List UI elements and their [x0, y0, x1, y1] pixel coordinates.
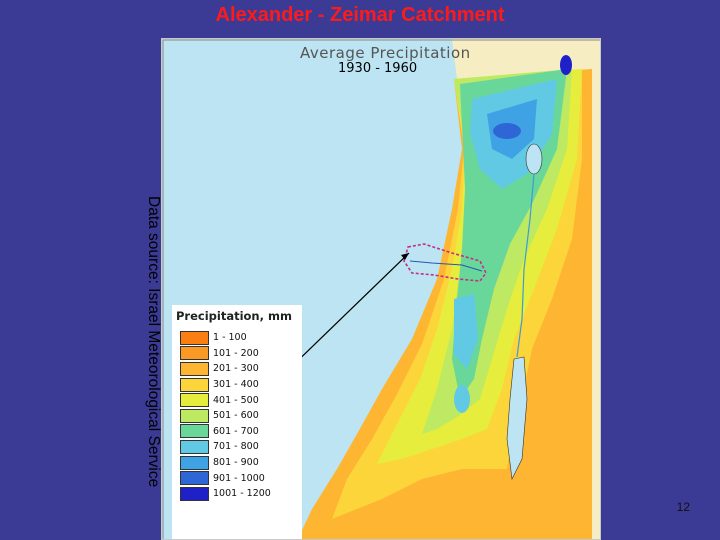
legend-swatch: [180, 408, 209, 423]
map-graphic: [162, 39, 600, 539]
legend-item: 401 - 500: [180, 392, 302, 408]
legend-swatch: [180, 377, 209, 392]
legend-item: 1 - 100: [180, 330, 302, 346]
legend-label: 1001 - 1200: [213, 488, 271, 500]
legend-item: 201 - 300: [180, 361, 302, 377]
legend-item: 601 - 700: [180, 424, 302, 440]
zone-701-800-central: [454, 294, 478, 369]
legend-label: 1 - 100: [213, 332, 247, 344]
legend-items: 1 - 100 101 - 200 201 - 300 301 - 400 40…: [180, 330, 302, 502]
legend-item: 901 - 1000: [180, 470, 302, 486]
catchment-stream: [409, 260, 483, 272]
legend-swatch: [180, 346, 209, 361]
legend-item: 101 - 200: [180, 346, 302, 362]
legend-swatch: [180, 424, 209, 439]
legend-label: 401 - 500: [213, 394, 259, 406]
legend-label: 501 - 600: [213, 410, 259, 422]
legend-swatch: [180, 361, 209, 376]
legend-swatch: [180, 455, 209, 470]
legend-label: 101 - 200: [213, 347, 259, 359]
precipitation-map: Average Precipitation 1930 - 1960 Precip…: [161, 38, 601, 540]
legend-label: 201 - 300: [213, 363, 259, 375]
legend-swatch: [180, 439, 209, 454]
legend-label: 601 - 700: [213, 425, 259, 437]
legend-item: 701 - 800: [180, 439, 302, 455]
pointer-arrow-head: [401, 253, 409, 260]
legend-swatch: [180, 330, 209, 345]
legend-label: 701 - 800: [213, 441, 259, 453]
legend: Precipitation, mm 1 - 100 101 - 200 201 …: [172, 305, 302, 539]
legend-label: 801 - 900: [213, 457, 259, 469]
legend-item: 1001 - 1200: [180, 486, 302, 502]
catchment-outline: [403, 243, 487, 282]
dead-sea: [506, 356, 528, 481]
slide-title: Alexander - Zeimar Catchment: [215, 4, 505, 26]
data-source-note: Data source: Israel Meteorological Servi…: [145, 196, 162, 488]
zone-901-1000: [493, 123, 521, 139]
jordan-river: [516, 173, 535, 358]
legend-item: 301 - 400: [180, 377, 302, 393]
legend-swatch: [180, 393, 209, 408]
slide-number: 12: [676, 500, 690, 514]
legend-swatch: [180, 486, 209, 501]
legend-item: 501 - 600: [180, 408, 302, 424]
zone-1001-1200: [560, 55, 572, 75]
legend-title: Precipitation, mm: [176, 309, 292, 323]
zone-701-800-patch: [454, 385, 470, 413]
legend-swatch: [180, 471, 209, 486]
map-period: 1930 - 1960: [338, 61, 418, 76]
sea-of-galilee: [525, 143, 543, 175]
legend-item: 801 - 900: [180, 455, 302, 471]
map-title: Average Precipitation: [300, 44, 471, 62]
legend-label: 901 - 1000: [213, 472, 265, 484]
legend-label: 301 - 400: [213, 379, 259, 391]
